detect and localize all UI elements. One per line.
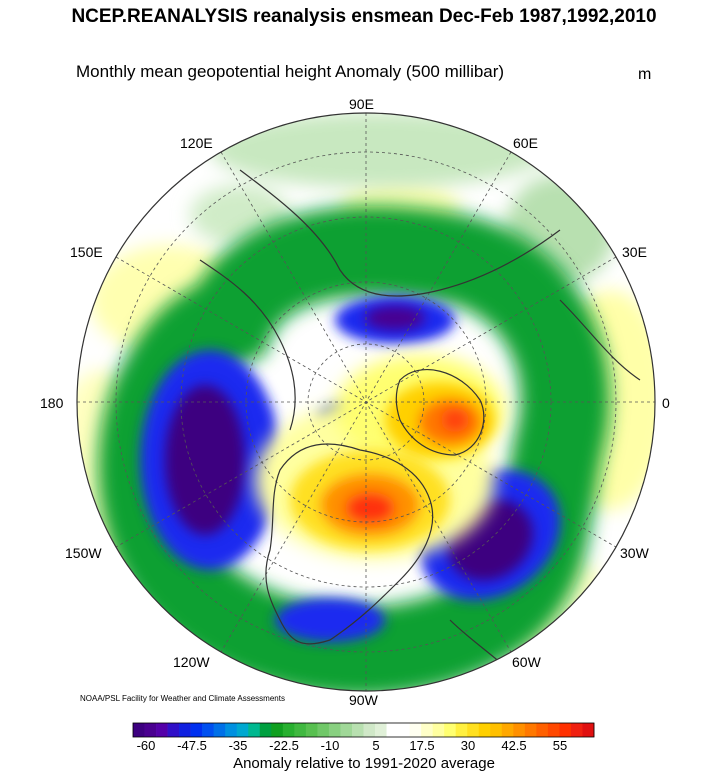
colorbar-swatch (386, 723, 399, 737)
graticule (77, 113, 655, 691)
plot-subtitle: Monthly mean geopotential height Anomaly… (76, 62, 505, 81)
colorbar-swatch (225, 723, 238, 737)
colorbar-swatch (490, 723, 503, 737)
lon-label-60e: 60E (513, 135, 538, 151)
colorbar-swatch (409, 723, 422, 737)
colorbar-swatch (536, 723, 549, 737)
colorbar-swatch (282, 723, 295, 737)
lon-label-120w: 120W (173, 654, 210, 670)
page-title: NCEP.REANALYSIS reanalysis ensmean Dec-F… (71, 6, 657, 27)
colorbar-swatch (179, 723, 191, 737)
colorbar-swatch (190, 723, 203, 737)
colorbar-tick-label: 30 (460, 738, 476, 753)
colorbar-swatch (317, 723, 330, 737)
colorbar-swatch (582, 723, 595, 737)
lon-label-90e: 90E (349, 96, 374, 112)
colorbar-tick-label: -47.5 (177, 738, 207, 753)
lon-label-30e: 30E (622, 244, 647, 260)
colorbar-swatch (513, 723, 526, 737)
colorbar-swatch (363, 723, 376, 737)
colorbar-tick-label: 17.5 (409, 738, 435, 753)
lon-label-180: 180 (40, 395, 64, 411)
colorbar-swatch (144, 723, 157, 737)
colorbar-caption: Anomaly relative to 1991-2020 average (233, 755, 495, 772)
colorbar-swatch (248, 723, 261, 737)
colorbar-swatch (524, 723, 537, 737)
lon-label-60w: 60W (512, 654, 541, 670)
colorbar-swatch (398, 723, 410, 737)
map-boundary (76, 112, 656, 692)
colorbar-tick-label: 5 (372, 738, 380, 753)
colorbar-swatch (167, 723, 180, 737)
credit-text: NOAA/PSL Facility for Weather and Climat… (80, 694, 285, 703)
colorbar-tick-label: -10 (320, 738, 340, 753)
colorbar-swatch (133, 723, 145, 737)
colorbar-swatch (259, 723, 272, 737)
lon-label-0: 0 (662, 395, 670, 411)
lon-label-90w: 90W (349, 692, 378, 708)
colorbar-swatch (375, 723, 387, 737)
colorbar-swatch (501, 723, 514, 737)
lon-label-30w: 30W (620, 545, 649, 561)
colorbar-border (132, 722, 595, 738)
colorbar-swatch (444, 723, 457, 737)
colorbar-tick-label: -22.5 (269, 738, 299, 753)
colorbar-swatch (156, 723, 168, 737)
lon-label-150w: 150W (65, 545, 102, 561)
colorbar-swatch (547, 723, 560, 737)
colorbar-swatch (351, 723, 364, 737)
lon-label-120e: 120E (180, 135, 213, 151)
colorbar-swatch (421, 723, 433, 737)
colorbar-tick-label: -60 (136, 738, 156, 753)
colorbar-tick-label: -35 (228, 738, 248, 753)
colorbar-swatch (467, 723, 480, 737)
colorbar-swatch (236, 723, 249, 737)
colorbar-swatch (328, 723, 341, 737)
colorbar-swatch (202, 723, 214, 737)
colorbar-swatch (455, 723, 468, 737)
coastlines (199, 169, 641, 681)
colorbar-swatch (294, 723, 307, 737)
lon-label-150e: 150E (70, 244, 103, 260)
colorbar-tick-label: 55 (552, 738, 568, 753)
colorbar-tick-label: 42.5 (501, 738, 527, 753)
units-label: m (638, 66, 652, 83)
colorbar-swatch (213, 723, 226, 737)
anomaly-field (77, 113, 655, 691)
colorbar-swatch (340, 723, 353, 737)
colorbar-swatch (559, 723, 572, 737)
colorbar-swatch (305, 723, 318, 737)
colorbar-swatch (478, 723, 491, 737)
colorbar-swatch (432, 723, 445, 737)
colorbar-swatch (570, 723, 583, 737)
colorbar-swatch (271, 723, 284, 737)
